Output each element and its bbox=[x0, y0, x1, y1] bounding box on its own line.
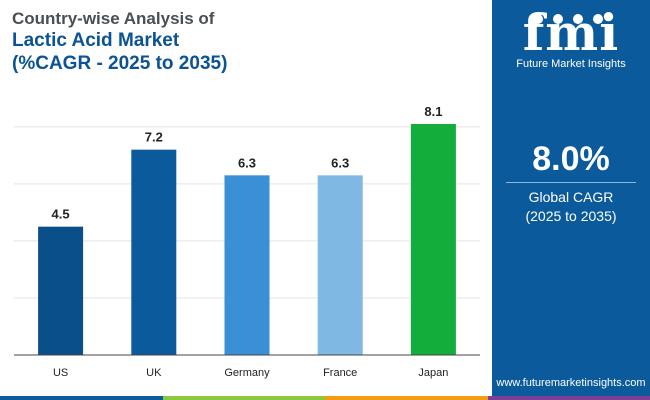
bar-uk bbox=[131, 149, 177, 355]
data-label: 6.3 bbox=[238, 155, 256, 170]
x-tick-labels: US UK Germany France Japan bbox=[53, 367, 448, 379]
website-link[interactable]: www.futuremarketinsights.com bbox=[496, 377, 646, 389]
chart-title-line2: Lactic Acid Market bbox=[12, 30, 180, 51]
bar-japan bbox=[410, 124, 456, 355]
bar-germany bbox=[224, 175, 270, 355]
x-tick-label: UK bbox=[146, 367, 162, 379]
bars bbox=[38, 124, 456, 355]
bar-france bbox=[317, 175, 363, 355]
data-label: 4.5 bbox=[52, 207, 70, 222]
logo-text: Future Market Insights bbox=[516, 58, 626, 70]
strip-segment bbox=[325, 396, 488, 400]
chart-title-block: Country-wise Analysis of Lactic Acid Mar… bbox=[12, 8, 227, 75]
x-tick-label: Germany bbox=[224, 367, 270, 379]
data-label: 8.1 bbox=[424, 104, 442, 119]
chart-title-line3: (%CAGR - 2025 to 2035) bbox=[12, 53, 228, 74]
strip-segment bbox=[162, 396, 325, 400]
x-tick-label: France bbox=[323, 367, 357, 379]
strip-segment bbox=[487, 396, 650, 400]
bar-chart: 4.5 7.2 6.3 6.3 8.1 US UK Germany France Japan bbox=[14, 104, 480, 379]
data-label: 6.3 bbox=[331, 155, 349, 170]
data-labels: 4.5 7.2 6.3 6.3 8.1 bbox=[52, 104, 443, 222]
kpi-divider bbox=[506, 182, 636, 183]
global-cagr-value: 8.0% bbox=[532, 140, 610, 178]
data-label: 7.2 bbox=[145, 130, 163, 145]
chart-title-line1: Country-wise Analysis of bbox=[12, 9, 215, 28]
bottom-color-strip bbox=[0, 396, 650, 400]
fmi-logo[interactable]: fmi Future Market Insights bbox=[492, 6, 650, 71]
logo-icons bbox=[533, 14, 603, 24]
side-panel: fmi Future Market Insights 8.0% Global C… bbox=[492, 0, 650, 400]
strip-segment bbox=[0, 396, 163, 400]
x-tick-label: US bbox=[53, 367, 68, 379]
kpi-label-line1: Global CAGR bbox=[528, 189, 614, 205]
bar-us bbox=[38, 226, 84, 355]
kpi-label-line2: (2025 to 2035) bbox=[525, 208, 617, 224]
x-tick-label: Japan bbox=[418, 367, 448, 379]
global-cagr-label: Global CAGR (2025 to 2035) bbox=[492, 188, 650, 226]
